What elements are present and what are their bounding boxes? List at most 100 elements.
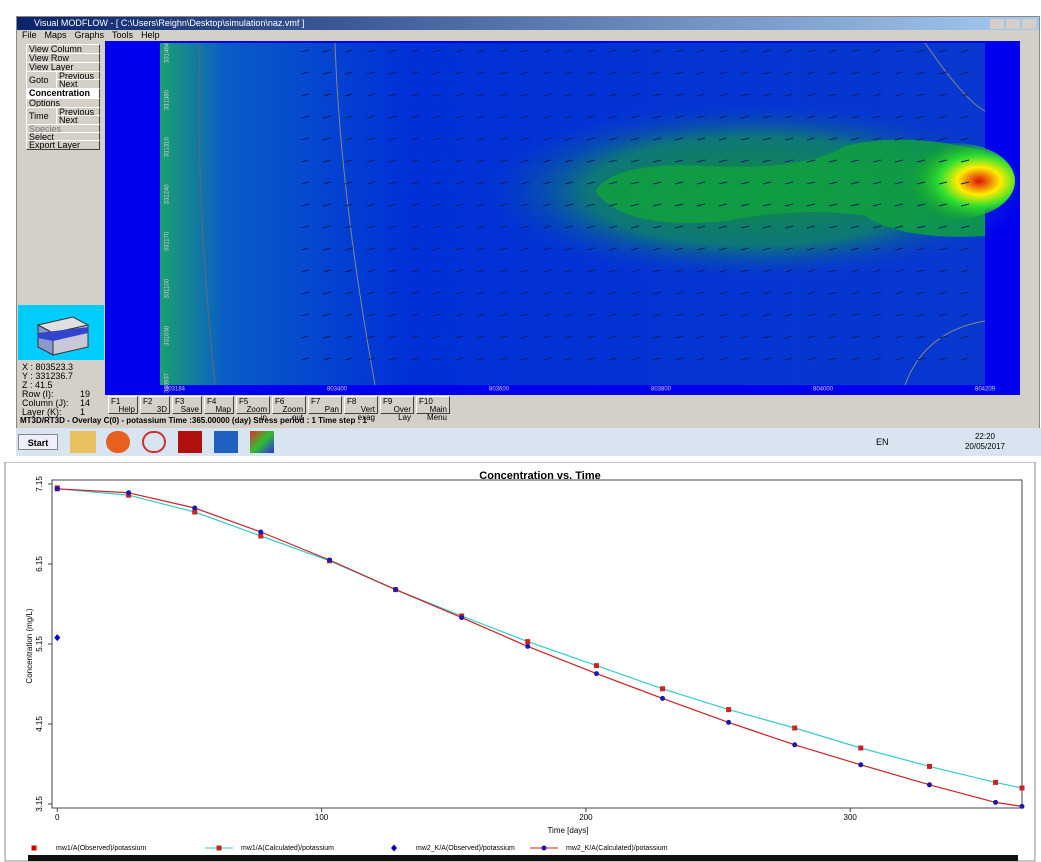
data-point [459, 615, 464, 620]
function-key-label: Pan [311, 406, 339, 414]
function-key-label: Map [207, 406, 231, 414]
legend-label: mw2_K/A(Calculated)/potassium [566, 845, 668, 852]
y-tick-label: 4.15 [35, 716, 44, 732]
map-y-label: 331170 [165, 231, 171, 251]
data-point [258, 530, 263, 535]
page: {"window": {"title": "Visual MODFLOW - [… [0, 0, 1041, 862]
x-tick-label: 200 [579, 813, 593, 822]
data-point [927, 764, 932, 769]
legend-marker [217, 846, 222, 851]
map-x-label: 804000 [813, 387, 834, 393]
data-point [126, 490, 131, 495]
acrobat-icon[interactable] [178, 431, 202, 453]
data-point [525, 639, 530, 644]
data-point [792, 742, 797, 747]
legend-marker [32, 846, 37, 851]
app-icon[interactable] [250, 431, 274, 453]
map-y-label: 331100 [165, 278, 171, 298]
menu-item[interactable]: File [22, 30, 37, 40]
data-point [792, 726, 797, 731]
data-point [927, 782, 932, 787]
function-key-label: Save [175, 406, 199, 414]
chart: Concentration vs. Time Time [days] Conce… [0, 462, 1041, 862]
minimize[interactable] [990, 19, 1004, 29]
function-key-label: Help [111, 406, 135, 414]
concentration-map: 331464 331380 331310 331240 331170 331100 3310… [105, 41, 1020, 395]
language: EN [876, 437, 889, 447]
map-y-label: 331464 [165, 42, 171, 63]
data-point [525, 644, 530, 649]
firefox-icon[interactable] [106, 431, 130, 453]
legend-marker [542, 846, 547, 851]
menu-item[interactable]: Tools [112, 30, 133, 40]
map-y-label: 331030 [165, 325, 171, 346]
legend-label: mw2_K/A(Observed)/potassium [416, 845, 515, 852]
word-icon[interactable] [214, 431, 238, 453]
data-point [858, 762, 863, 767]
data-point [393, 587, 398, 592]
function-key-label: 3D [143, 406, 167, 414]
view-cube-icon [18, 305, 104, 360]
data-point [594, 663, 599, 668]
data-point [55, 486, 60, 491]
map-x-label: 803400 [327, 387, 348, 393]
y-tick-label: 6.15 [35, 556, 44, 572]
data-point [594, 671, 599, 676]
map-y-label: 331380 [165, 89, 171, 110]
menu-item[interactable]: Maps [45, 30, 67, 40]
x-tick-label: 300 [844, 813, 858, 822]
map-x-label: 804209 [975, 387, 996, 393]
plume-hotspot [895, 143, 1015, 219]
data-point [726, 720, 731, 725]
x-tick-label: 0 [55, 813, 60, 822]
map-y-label: 331240 [165, 184, 171, 205]
data-point [192, 506, 197, 511]
x-axis-label: Time [days] [547, 826, 588, 835]
map-x-label: 803800 [651, 387, 672, 393]
clock-time: 22:20 [955, 432, 1015, 441]
data-point [1020, 786, 1025, 791]
data-point [726, 707, 731, 712]
data-point [1020, 804, 1025, 809]
map-y-label: 331310 [165, 137, 171, 158]
legend-label: mw1/A(Calculated)/potassium [241, 845, 334, 852]
data-point [993, 800, 998, 805]
close[interactable] [1022, 19, 1036, 29]
data-point [858, 746, 863, 751]
window-title: Visual MODFLOW - [ C:\Users\Reighn\Deskt… [34, 18, 304, 28]
explorer-icon[interactable] [70, 431, 96, 453]
y-tick-label: 5.15 [35, 636, 44, 652]
menu-item[interactable]: Graphs [75, 30, 105, 40]
export-layer-button[interactable]: Export Layer [26, 140, 100, 150]
chart-frame [5, 462, 1035, 861]
data-point [660, 686, 665, 691]
start-button[interactable]: Start [18, 434, 58, 450]
legend-underbar [28, 855, 1018, 861]
maximize[interactable] [1006, 19, 1020, 29]
map-x-label: 803600 [489, 387, 510, 393]
status-bar: MT3D/RT3D - Overlay C(0) - potassium Tim… [18, 416, 1038, 427]
y-tick-label: 7.15 [35, 476, 44, 492]
data-point [993, 780, 998, 785]
y-axis-label: Concentration (mg/L) [25, 608, 34, 683]
data-point [327, 558, 332, 563]
data-point [660, 696, 665, 701]
x-tick-label: 100 [315, 813, 329, 822]
map-x-label: 803184 [165, 387, 186, 393]
window-controls [990, 19, 1038, 29]
menu-item[interactable]: Help [141, 30, 160, 40]
y-tick-label: 3.15 [35, 796, 44, 812]
snipping-icon[interactable] [142, 431, 166, 453]
legend-label: mw1/A(Observed)/potassium [56, 845, 146, 852]
clock-date: 20/05/2017 [955, 442, 1015, 451]
